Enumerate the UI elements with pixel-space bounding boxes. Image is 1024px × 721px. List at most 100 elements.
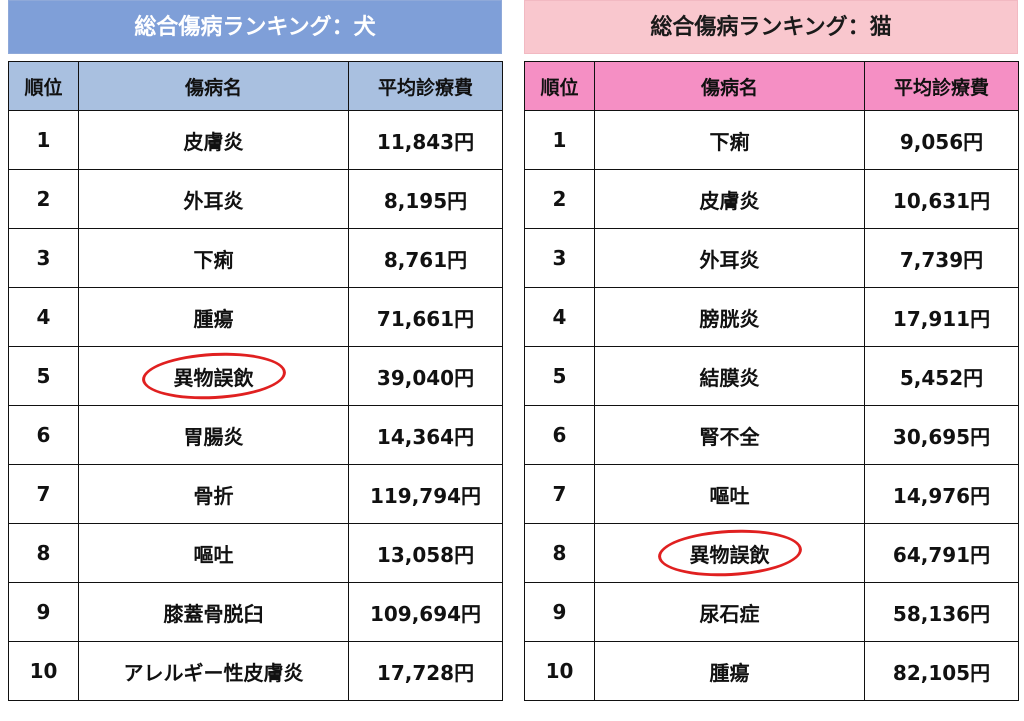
disease-name-cell: 下痢 (78, 228, 349, 288)
average-cost-cell: 7,739円 (864, 228, 1019, 288)
rank-cell: 2 (524, 169, 595, 229)
highlight-circle-marker (656, 526, 803, 580)
rank-cell: 7 (524, 464, 595, 524)
rank-cell: 4 (524, 287, 595, 347)
table-row: 5 異物誤飲 39,040円 (8, 346, 503, 406)
disease-name-cell: 外耳炎 (78, 169, 349, 229)
disease-name-text: 骨折 (193, 483, 234, 508)
rank-cell: 10 (8, 641, 79, 701)
dog-ranking-body: 1 皮膚炎 11,843円 2 外耳炎 8,195円 3 下痢 8,761円 4 腫瘍 71,661円… (8, 110, 503, 701)
disease-name-text: 下痢 (709, 129, 750, 154)
rank-cell: 6 (524, 405, 595, 465)
disease-name-text: 尿石症 (699, 601, 760, 626)
disease-name-text: 外耳炎 (699, 247, 760, 272)
average-cost-cell: 14,364円 (348, 405, 503, 465)
average-cost-cell: 13,058円 (348, 523, 503, 583)
disease-name-text: 膝蓋骨脱臼 (163, 601, 264, 626)
table-row: 6 胃腸炎 14,364円 (8, 405, 503, 465)
table-row: 8 異物誤飲 64,791円 (524, 523, 1019, 583)
average-cost-cell: 11,843円 (348, 110, 503, 170)
cat-ranking-table: 順位 傷病名 平均診療費 1 下痢 9,056円 2 皮膚炎 10,631円 3 外耳炎 7,7… (524, 61, 1019, 701)
disease-name-text: 皮膚炎 (183, 129, 244, 154)
average-cost-cell: 30,695円 (864, 405, 1019, 465)
table-row: 4 膀胱炎 17,911円 (524, 287, 1019, 347)
rank-column-header: 順位 (8, 61, 79, 111)
rank-cell: 1 (8, 110, 79, 170)
average-cost-cell: 39,040円 (348, 346, 503, 406)
average-cost-cell: 8,195円 (348, 169, 503, 229)
disease-name-text: 異物誤飲 (689, 542, 770, 567)
average-cost-cell: 14,976円 (864, 464, 1019, 524)
disease-name-cell: 皮膚炎 (594, 169, 865, 229)
average-cost-cell: 64,791円 (864, 523, 1019, 583)
rank-cell: 3 (524, 228, 595, 288)
average-cost-cell: 17,911円 (864, 287, 1019, 347)
rank-cell: 10 (524, 641, 595, 701)
cat-ranking-body: 1 下痢 9,056円 2 皮膚炎 10,631円 3 外耳炎 7,739円 4 膀胱炎 17,911… (524, 110, 1019, 701)
average-cost-cell: 9,056円 (864, 110, 1019, 170)
disease-name-text: 嘔吐 (193, 542, 234, 567)
disease-name-cell: 胃腸炎 (78, 405, 349, 465)
disease-name-cell: 膀胱炎 (594, 287, 865, 347)
table-row: 3 外耳炎 7,739円 (524, 228, 1019, 288)
average-cost-column-header: 平均診療費 (864, 61, 1019, 111)
disease-name-cell: 皮膚炎 (78, 110, 349, 170)
disease-name-cell: 尿石症 (594, 582, 865, 642)
rank-cell: 8 (8, 523, 79, 583)
rank-cell: 2 (8, 169, 79, 229)
average-cost-cell: 119,794円 (348, 464, 503, 524)
highlight-circle-marker (140, 349, 287, 403)
rank-cell: 3 (8, 228, 79, 288)
average-cost-cell: 82,105円 (864, 641, 1019, 701)
disease-name-cell: 腫瘍 (594, 641, 865, 701)
table-row: 10 腫瘍 82,105円 (524, 641, 1019, 701)
table-row: 7 骨折 119,794円 (8, 464, 503, 524)
disease-name-cell: 外耳炎 (594, 228, 865, 288)
table-row: 3 下痢 8,761円 (8, 228, 503, 288)
table-row: 6 腎不全 30,695円 (524, 405, 1019, 465)
average-cost-cell: 58,136円 (864, 582, 1019, 642)
table-row: 8 嘔吐 13,058円 (8, 523, 503, 583)
rank-cell: 8 (524, 523, 595, 583)
disease-name-cell: 異物誤飲 (594, 523, 865, 583)
rank-cell: 5 (524, 346, 595, 406)
disease-name-text: 結膜炎 (699, 365, 760, 390)
average-cost-column-header: 平均診療費 (348, 61, 503, 111)
average-cost-cell: 8,761円 (348, 228, 503, 288)
average-cost-cell: 5,452円 (864, 346, 1019, 406)
disease-name-cell: 腎不全 (594, 405, 865, 465)
disease-name-cell: 結膜炎 (594, 346, 865, 406)
disease-name-text: 腫瘍 (193, 306, 234, 331)
average-cost-cell: 10,631円 (864, 169, 1019, 229)
dog-ranking-title: 総合傷病ランキング：犬 (8, 0, 502, 54)
disease-name-text: 異物誤飲 (173, 365, 254, 390)
disease-name-text: 腎不全 (699, 424, 760, 449)
rank-cell: 9 (524, 582, 595, 642)
table-row: 5 結膜炎 5,452円 (524, 346, 1019, 406)
disease-name-cell: 下痢 (594, 110, 865, 170)
dog-ranking-panel: 総合傷病ランキング：犬 順位 傷病名 平均診療費 1 皮膚炎 11,843円 2 外耳炎… (8, 0, 503, 701)
disease-name-cell: 腫瘍 (78, 287, 349, 347)
rank-column-header: 順位 (524, 61, 595, 111)
cat-ranking-title: 総合傷病ランキング：猫 (524, 0, 1018, 54)
table-row: 2 皮膚炎 10,631円 (524, 169, 1019, 229)
dog-ranking-table: 順位 傷病名 平均診療費 1 皮膚炎 11,843円 2 外耳炎 8,195円 3 下痢 8,7… (8, 61, 503, 701)
disease-name-cell: 膝蓋骨脱臼 (78, 582, 349, 642)
disease-name-text: 外耳炎 (183, 188, 244, 213)
disease-name-text: 下痢 (193, 247, 234, 272)
rank-cell: 5 (8, 346, 79, 406)
disease-name-column-header: 傷病名 (594, 61, 865, 111)
table-row: 4 腫瘍 71,661円 (8, 287, 503, 347)
table-row: 9 尿石症 58,136円 (524, 582, 1019, 642)
table-header-row: 順位 傷病名 平均診療費 (524, 61, 1019, 111)
table-header-row: 順位 傷病名 平均診療費 (8, 61, 503, 111)
rank-cell: 6 (8, 405, 79, 465)
disease-name-column-header: 傷病名 (78, 61, 349, 111)
table-row: 1 下痢 9,056円 (524, 110, 1019, 170)
table-row: 10 アレルギー性皮膚炎 17,728円 (8, 641, 503, 701)
table-row: 7 嘔吐 14,976円 (524, 464, 1019, 524)
disease-name-cell: 嘔吐 (594, 464, 865, 524)
average-cost-cell: 109,694円 (348, 582, 503, 642)
average-cost-cell: 71,661円 (348, 287, 503, 347)
table-row: 2 外耳炎 8,195円 (8, 169, 503, 229)
